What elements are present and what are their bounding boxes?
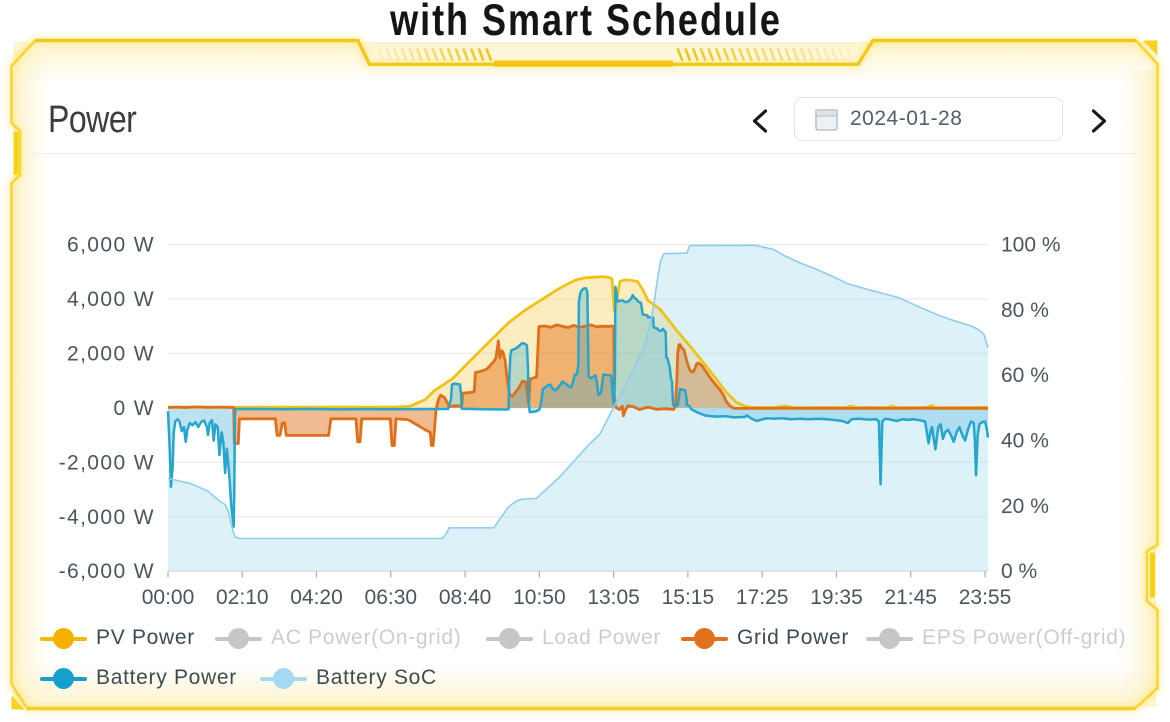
svg-text:21:45: 21:45 [884,586,937,609]
svg-text:-6,000 W: -6,000 W [59,560,155,583]
svg-text:00:00: 00:00 [142,586,195,609]
svg-text:15:15: 15:15 [662,586,715,609]
svg-text:06:30: 06:30 [365,586,418,609]
svg-text:2,000 W: 2,000 W [67,342,155,365]
svg-text:20 %: 20 % [1001,495,1049,518]
svg-text:02:10: 02:10 [216,586,269,609]
svg-text:04:20: 04:20 [290,586,343,609]
svg-text:0 W: 0 W [113,397,155,420]
svg-text:100 %: 100 % [1001,234,1061,257]
svg-text:10:50: 10:50 [513,586,566,609]
svg-text:0 %: 0 % [1001,560,1037,583]
svg-text:-4,000 W: -4,000 W [59,506,155,529]
svg-text:4,000 W: 4,000 W [67,288,155,311]
svg-text:6,000 W: 6,000 W [67,234,155,257]
svg-text:60 %: 60 % [1001,364,1049,387]
svg-text:40 %: 40 % [1001,430,1049,453]
svg-text:17:25: 17:25 [736,586,789,609]
svg-text:-2,000 W: -2,000 W [59,451,155,474]
svg-text:19:35: 19:35 [810,586,863,609]
svg-text:13:05: 13:05 [587,586,640,609]
svg-text:08:40: 08:40 [439,586,492,609]
svg-text:80 %: 80 % [1001,299,1049,322]
svg-text:23:55: 23:55 [959,586,1012,609]
